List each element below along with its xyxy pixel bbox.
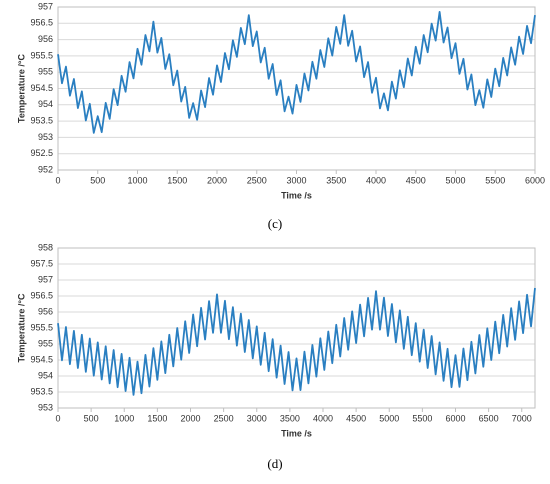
x-tick-label: 1000 (114, 413, 134, 423)
x-tick-label: 4000 (366, 175, 386, 185)
data-line (57, 287, 536, 396)
y-tick-label: 957 (38, 1, 53, 11)
x-tick-label: 4500 (346, 413, 366, 423)
x-tick-label: 7000 (512, 413, 532, 423)
x-tick-label: 0 (55, 175, 60, 185)
x-tick-label: 6500 (479, 413, 499, 423)
x-tick-label: 3000 (247, 413, 267, 423)
x-tick-label: 500 (90, 175, 105, 185)
x-tick-label: 3500 (280, 413, 300, 423)
y-tick-label: 954 (38, 370, 53, 380)
x-axis-label: Time /s (281, 428, 312, 438)
y-tick-label: 956 (38, 34, 53, 44)
y-tick-label: 957.5 (30, 258, 53, 268)
x-tick-label: 2500 (247, 175, 267, 185)
y-tick-label: 957 (38, 274, 53, 284)
x-tick-label: 4000 (313, 413, 333, 423)
x-tick-label: 2000 (207, 175, 227, 185)
y-tick-label: 953.5 (30, 115, 53, 125)
y-tick-label: 954 (38, 99, 53, 109)
caption: (d) (267, 456, 282, 471)
x-tick-label: 5000 (379, 413, 399, 423)
x-tick-label: 5500 (485, 175, 505, 185)
y-tick-label: 954.5 (30, 83, 53, 93)
y-tick-label: 956.5 (30, 290, 53, 300)
caption: (c) (268, 216, 282, 231)
x-axis-label: Time /s (281, 190, 312, 200)
x-tick-label: 2000 (180, 413, 200, 423)
y-tick-label: 953.5 (30, 386, 53, 396)
x-tick-label: 2500 (214, 413, 234, 423)
y-tick-label: 956 (38, 306, 53, 316)
y-axis-label: Temperature /°C (16, 54, 26, 123)
x-tick-label: 1500 (147, 413, 167, 423)
y-tick-label: 952 (38, 164, 53, 174)
y-axis-label: Temperature /°C (16, 293, 26, 362)
chart: 953 953.5 954 954.5 955 955.5 956 956.5 957 957.5… (16, 242, 536, 471)
y-tick-label: 955.5 (30, 322, 53, 332)
x-tick-label: 3000 (286, 175, 306, 185)
y-tick-label: 955 (38, 338, 53, 348)
y-tick-label: 952.5 (30, 148, 53, 158)
x-tick-label: 1500 (167, 175, 187, 185)
data-line (57, 10, 536, 134)
x-tick-label: 4500 (406, 175, 426, 185)
x-tick-label: 500 (84, 413, 99, 423)
x-tick-label: 1000 (127, 175, 147, 185)
y-tick-label: 958 (38, 242, 53, 252)
chart: 952 952.5 953 953.5 954 954.5 955 955.5 956 956.5… (16, 1, 545, 231)
y-tick-label: 955 (38, 67, 53, 77)
x-tick-label: 6000 (525, 175, 545, 185)
x-tick-label: 5500 (412, 413, 432, 423)
x-tick-label: 6000 (445, 413, 465, 423)
y-tick-label: 953 (38, 132, 53, 142)
y-tick-label: 955.5 (30, 50, 53, 60)
y-tick-label: 953 (38, 402, 53, 412)
x-tick-label: 5000 (445, 175, 465, 185)
y-tick-label: 956.5 (30, 18, 53, 28)
x-tick-label: 3500 (326, 175, 346, 185)
y-tick-label: 954.5 (30, 354, 53, 364)
x-tick-label: 0 (55, 413, 60, 423)
